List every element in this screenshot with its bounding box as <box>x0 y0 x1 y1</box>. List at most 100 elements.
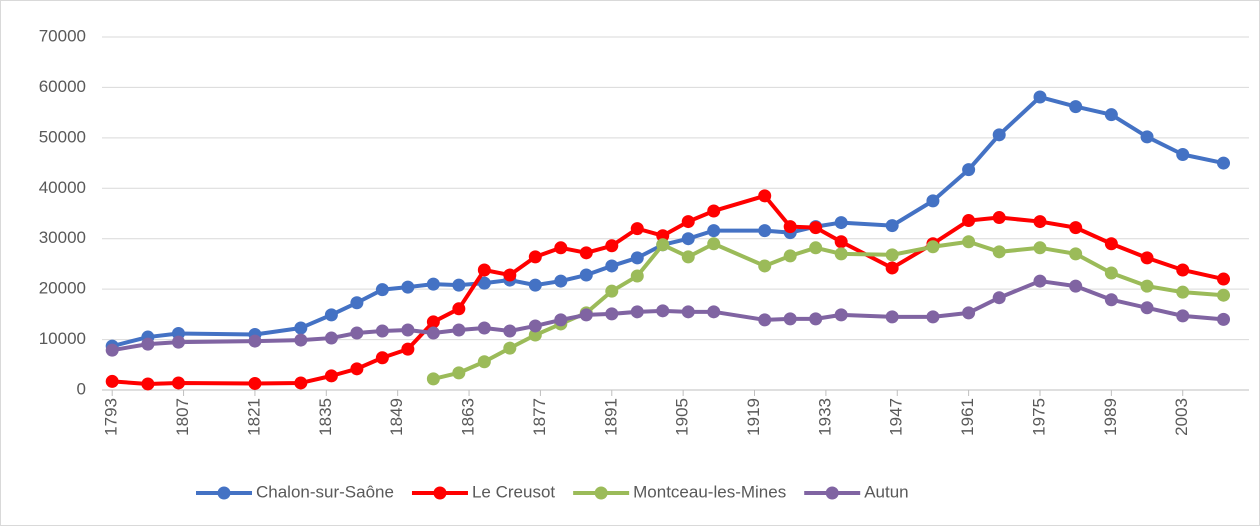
data-point <box>105 374 119 388</box>
data-point <box>1069 247 1083 261</box>
data-point <box>1033 215 1047 229</box>
legend-marker <box>825 486 839 500</box>
data-point <box>758 189 772 203</box>
data-point <box>783 312 797 326</box>
data-point <box>401 342 415 356</box>
data-point <box>630 222 644 236</box>
data-point <box>992 291 1006 305</box>
x-tick-label: 1961 <box>958 398 977 436</box>
data-point <box>452 278 466 292</box>
data-point <box>105 343 119 357</box>
x-tick-label: 1821 <box>244 398 263 436</box>
data-point <box>350 326 364 340</box>
x-tick-label: 1793 <box>102 398 121 436</box>
data-point <box>885 261 899 275</box>
data-point <box>1176 309 1190 323</box>
data-point <box>885 219 899 233</box>
legend-label: Montceau-les-Mines <box>633 482 786 501</box>
y-tick-label: 20000 <box>39 279 86 298</box>
data-point <box>528 319 542 333</box>
data-point <box>681 215 695 229</box>
x-tick-label: 1807 <box>173 398 192 436</box>
data-point <box>528 250 542 264</box>
data-point <box>1217 272 1231 286</box>
y-tick-label: 0 <box>77 379 86 398</box>
data-point <box>926 310 940 324</box>
data-point <box>707 224 721 238</box>
data-point <box>1176 263 1190 277</box>
data-point <box>248 334 262 348</box>
data-point <box>503 341 517 355</box>
data-point <box>248 376 262 390</box>
data-point <box>579 308 593 322</box>
data-point <box>1069 100 1083 114</box>
data-point <box>141 377 155 391</box>
data-point <box>630 251 644 265</box>
data-point <box>554 241 568 255</box>
data-point <box>452 302 466 316</box>
x-tick-label: 1933 <box>815 398 834 436</box>
legend-marker <box>217 486 231 500</box>
y-tick-label: 50000 <box>39 127 86 146</box>
y-tick-label: 10000 <box>39 329 86 348</box>
data-point <box>503 324 517 338</box>
data-point <box>656 304 670 318</box>
data-point <box>1217 156 1231 170</box>
data-point <box>579 268 593 282</box>
data-point <box>426 326 440 340</box>
data-point <box>171 335 185 349</box>
data-point <box>707 204 721 218</box>
data-point <box>656 229 670 243</box>
data-point <box>758 259 772 273</box>
data-point <box>962 235 976 249</box>
data-point <box>350 296 364 310</box>
data-point <box>992 211 1006 225</box>
data-point <box>452 323 466 337</box>
x-tick-label: 1877 <box>530 398 549 436</box>
data-point <box>1033 241 1047 255</box>
data-point <box>1140 301 1154 315</box>
data-point <box>656 238 670 252</box>
data-point <box>809 221 823 235</box>
data-point <box>962 214 976 228</box>
data-point <box>554 313 568 327</box>
x-tick-label: 1891 <box>601 398 620 436</box>
data-point <box>171 376 185 390</box>
data-point <box>294 376 308 390</box>
y-tick-label: 70000 <box>39 26 86 45</box>
data-point <box>1176 285 1190 299</box>
data-point <box>681 232 695 246</box>
data-point <box>1217 288 1231 302</box>
data-point <box>1140 251 1154 265</box>
data-point <box>426 315 440 329</box>
data-point <box>1069 279 1083 293</box>
data-point <box>1033 274 1047 288</box>
data-point <box>962 306 976 320</box>
data-point <box>1217 312 1231 326</box>
data-point <box>324 369 338 383</box>
data-point <box>426 372 440 386</box>
data-point <box>1104 293 1118 307</box>
data-point <box>834 308 848 322</box>
data-point <box>579 246 593 260</box>
data-point <box>926 194 940 208</box>
legend-label: Autun <box>864 482 908 501</box>
data-point <box>809 241 823 255</box>
data-point <box>375 283 389 297</box>
data-point <box>885 248 899 262</box>
legend-marker <box>594 486 608 500</box>
data-point <box>1104 237 1118 251</box>
data-point <box>350 362 364 376</box>
data-point <box>962 163 976 177</box>
y-tick-label: 60000 <box>39 77 86 96</box>
data-point <box>141 337 155 351</box>
data-point <box>926 240 940 254</box>
data-point <box>783 220 797 234</box>
data-point <box>1104 266 1118 280</box>
data-point <box>605 284 619 298</box>
data-point <box>992 245 1006 259</box>
data-point <box>834 216 848 230</box>
data-point <box>294 321 308 335</box>
legend-label: Chalon-sur-Saône <box>256 482 394 501</box>
data-point <box>605 239 619 253</box>
